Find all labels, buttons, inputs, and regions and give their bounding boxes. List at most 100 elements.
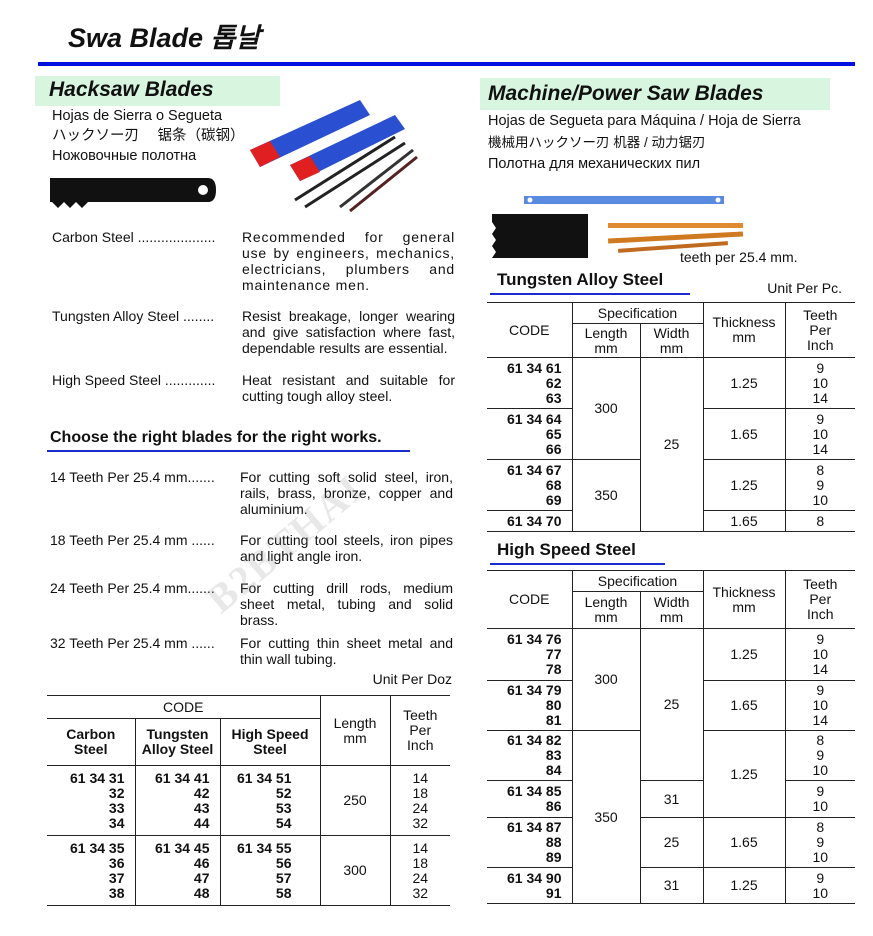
table-row: 61 34 82 83 84 350 1.25 8 9 10 xyxy=(487,730,855,904)
choose-underline xyxy=(47,450,410,452)
hss-underline xyxy=(490,563,665,565)
length-header: Length mm xyxy=(571,323,640,358)
machine-subtitle-jp: 機械用ハックソー刃 机器 / 动力锯刃 xyxy=(488,135,706,150)
machine-subtitle-es: Hojas de Segueta para Máquina / Hoja de … xyxy=(488,113,801,129)
hacksaw-blades-package-image xyxy=(250,100,418,213)
teeth-label-18: 18 Teeth Per 25.4 mm ...... xyxy=(50,532,215,548)
thickness-value: 1.65 xyxy=(702,408,785,460)
thickness-value: 1.65 xyxy=(702,680,785,731)
thickness-header: Thickness mm xyxy=(702,302,785,358)
spec-header: Specification xyxy=(571,570,703,592)
teeth-label-24: 24 Teeth Per 25.4 mm....... xyxy=(50,580,215,596)
code-header: CODE xyxy=(487,302,572,358)
title-divider xyxy=(38,62,855,66)
table-row: 61 34 70 1.65 8 xyxy=(487,510,855,532)
hacksaw-subtitle-ru: Ножовочные полотна xyxy=(52,148,197,164)
tungsten-table: CODE Specification Thickness mm Teeth Pe… xyxy=(487,302,855,532)
code-values: 61 34 70 xyxy=(487,510,572,532)
type-desc-hss: Heat resistant and suitable for cutting … xyxy=(242,372,455,404)
teeth-values: 8 9 10 xyxy=(784,459,855,511)
code-values: 61 34 82 83 84 xyxy=(487,730,572,781)
tungsten-codes: 61 34 45 46 47 48 xyxy=(134,835,220,906)
thickness-header: Thickness mm xyxy=(702,570,785,629)
table-row: 61 34 67 68 69 350 1.25 8 9 10 xyxy=(487,459,855,532)
code-values: 61 34 64 65 66 xyxy=(487,408,572,460)
hacksaw-title-box: Hacksaw Blades xyxy=(35,76,280,106)
width-value: 25 xyxy=(639,817,703,868)
teeth-desc-24: For cutting drill rods, medium sheet met… xyxy=(240,580,453,628)
length-value: 350 xyxy=(571,459,640,532)
choose-title: Choose the right blades for the right wo… xyxy=(50,429,382,446)
length-header: Length mm xyxy=(571,591,640,629)
teeth-values: 14 18 24 32 xyxy=(389,765,450,836)
tungsten-title: Tungsten Alloy Steel xyxy=(497,270,664,289)
code-values: 61 34 85 86 xyxy=(487,780,572,818)
teeth-header: Teeth Per Inch xyxy=(389,695,450,766)
length-value: 350 xyxy=(571,730,640,904)
code-values: 61 34 67 68 69 xyxy=(487,459,572,511)
teeth-values: 9 10 14 xyxy=(784,408,855,460)
teeth-header: Teeth Per Inch xyxy=(784,570,855,629)
code-values: 61 34 90 91 xyxy=(487,867,572,904)
code-values: 61 34 76 77 78 xyxy=(487,628,572,681)
table-row: 61 34 31 32 33 34 61 34 41 42 43 44 61 3… xyxy=(47,765,450,836)
teeth-values: 8 9 10 xyxy=(784,817,855,868)
teeth-values: 9 10 xyxy=(784,867,855,904)
thickness-value: 1.25 xyxy=(702,628,785,681)
machine-title: Machine/Power Saw Blades xyxy=(488,82,764,105)
type-label-hss: High Speed Steel ............. xyxy=(52,372,216,388)
thickness-value: 1.25 xyxy=(702,357,785,409)
thickness-value: 1.25 xyxy=(702,459,785,511)
length-header: Length mm xyxy=(319,695,390,766)
hacksaw-table: CODE Length mm Teeth Per Inch Carbon Ste… xyxy=(47,695,450,906)
unit-per-pc: Unit Per Pc. xyxy=(767,280,842,296)
teeth-values: 9 10 xyxy=(784,780,855,818)
teeth-header: Teeth Per Inch xyxy=(784,302,855,358)
image-caption: teeth per 25.4 mm. xyxy=(680,249,798,265)
spec-header: Specification xyxy=(571,302,703,324)
type-desc-tungsten: Resist breakage, longer wearing and give… xyxy=(242,308,455,356)
length-value: 300 xyxy=(319,835,390,906)
hacksaw-subtitle-jp: ハックソー刃 锯条（碳钢） xyxy=(52,128,245,144)
length-value: 300 xyxy=(571,357,640,460)
code-values: 61 34 87 88 89 xyxy=(487,817,572,868)
thickness-value: 1.25 xyxy=(702,730,785,818)
teeth-values: 8 xyxy=(784,510,855,532)
code-values: 61 34 79 80 81 xyxy=(487,680,572,731)
hacksaw-subtitle-es: Hojas de Sierra o Segueta xyxy=(52,108,223,124)
code-header: CODE xyxy=(47,695,320,719)
teeth-desc-18: For cutting tool steels, iron pipes and … xyxy=(240,532,453,564)
width-value: 31 xyxy=(639,780,703,818)
page-title: Swa Blade 톱날 xyxy=(68,23,261,53)
teeth-label-32: 32 Teeth Per 25.4 mm ...... xyxy=(50,635,215,651)
table-row: 61 34 87 88 89 25 1.65 8 9 10 xyxy=(487,817,855,868)
table-row: 61 34 79 80 81 1.65 9 10 14 xyxy=(487,680,855,731)
machine-title-box: Machine/Power Saw Blades xyxy=(480,78,830,110)
teeth-values: 8 9 10 xyxy=(784,730,855,781)
width-header: Width mm xyxy=(639,323,703,358)
hss-title: High Speed Steel xyxy=(497,540,636,559)
tungsten-codes: 61 34 41 42 43 44 xyxy=(134,765,220,836)
table-row: 61 34 85 86 31 9 10 xyxy=(487,780,855,818)
teeth-values: 9 10 14 xyxy=(784,357,855,409)
tungsten-header: Tungsten Alloy Steel xyxy=(134,718,220,766)
hss-table: CODE Specification Thickness mm Teeth Pe… xyxy=(487,570,855,904)
carbon-header: Carbon Steel xyxy=(47,718,135,766)
carbon-codes: 61 34 31 32 33 34 xyxy=(47,765,135,836)
thickness-value: 1.65 xyxy=(702,510,785,532)
teeth-values: 9 10 14 xyxy=(784,680,855,731)
width-value: 25 xyxy=(639,357,703,532)
width-header: Width mm xyxy=(639,591,703,629)
hss-codes: 61 34 55 56 57 58 xyxy=(219,835,320,906)
thickness-value: 1.65 xyxy=(702,817,785,868)
type-label-carbon: Carbon Steel .................... xyxy=(52,229,216,245)
table-row: 61 34 64 65 66 1.65 9 10 14 xyxy=(487,408,855,460)
unit-per-doz: Unit Per Doz xyxy=(372,671,452,687)
table-row: 61 34 35 36 37 38 61 34 45 46 47 48 61 3… xyxy=(47,835,450,906)
tungsten-underline xyxy=(490,293,690,295)
power-saw-blades-image xyxy=(492,196,744,258)
teeth-label-14: 14 Teeth Per 25.4 mm....... xyxy=(50,469,215,485)
table-row: 61 34 90 91 31 1.25 9 10 xyxy=(487,867,855,904)
type-label-tungsten: Tungsten Alloy Steel ........ xyxy=(52,308,215,324)
hacksaw-title: Hacksaw Blades xyxy=(49,78,214,101)
